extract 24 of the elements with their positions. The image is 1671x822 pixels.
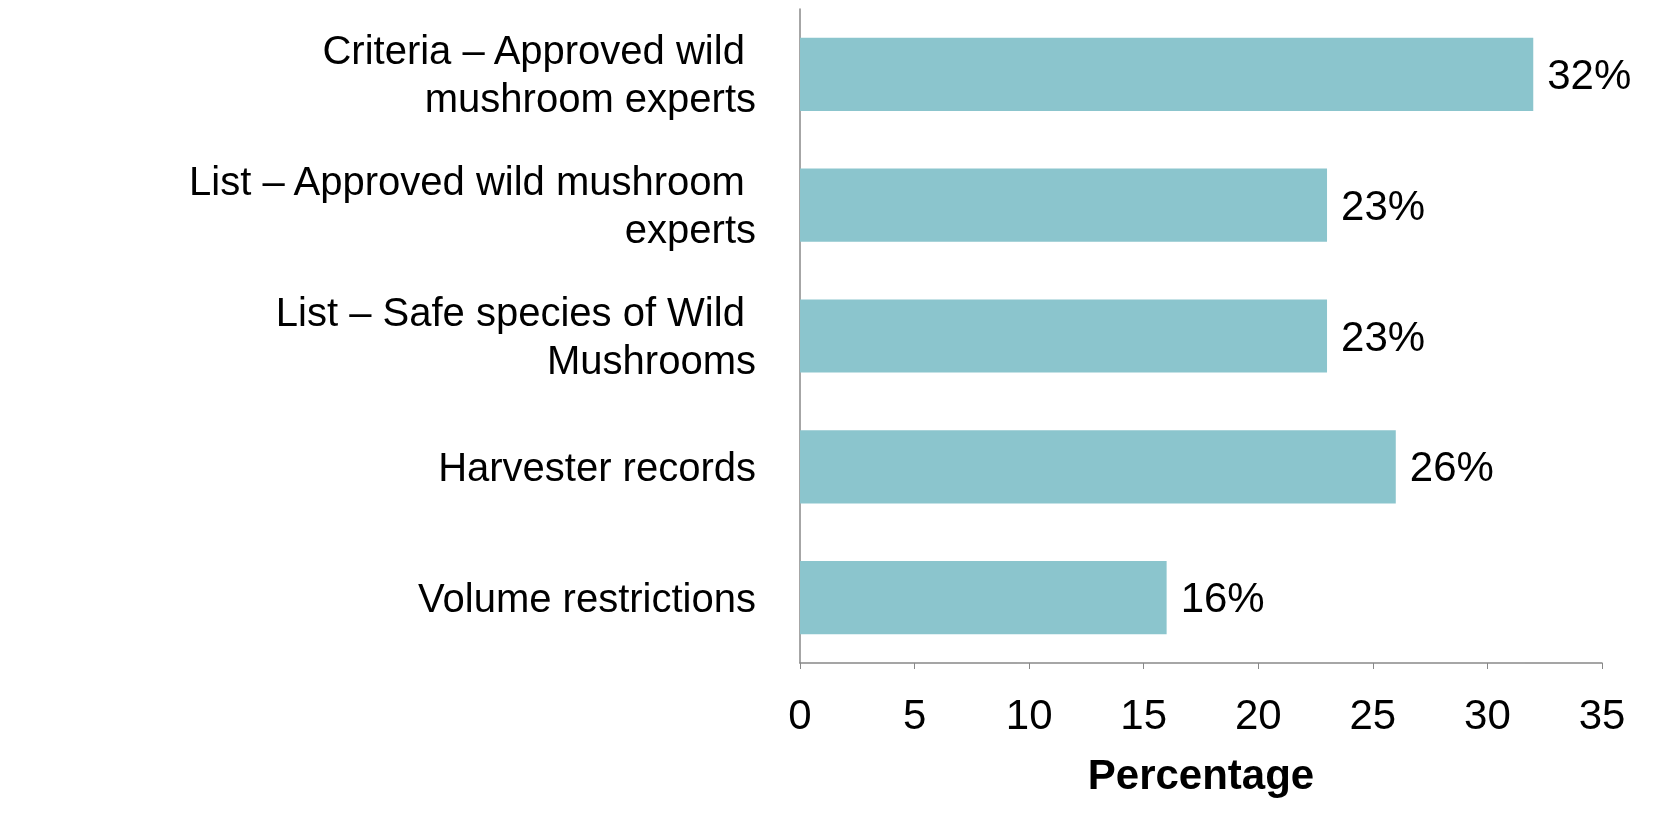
x-tick-label: 0 xyxy=(788,690,812,738)
data-label: 23% xyxy=(1341,312,1426,360)
data-label: 26% xyxy=(1409,443,1494,491)
data-label: 32% xyxy=(1547,50,1632,98)
bar xyxy=(800,299,1328,373)
data-label: 23% xyxy=(1341,181,1426,229)
y-tick-label: List – Approved wild mushroom experts xyxy=(189,159,756,252)
x-tick-label: 5 xyxy=(902,690,927,738)
bar xyxy=(800,560,1167,635)
y-tick-label: Volume restrictions xyxy=(418,575,756,620)
x-tick-label: 35 xyxy=(1578,690,1626,738)
x-axis-title: Percentage xyxy=(1087,750,1315,798)
x-tick-label: 10 xyxy=(1005,690,1053,738)
y-tick-label: Harvester records xyxy=(438,444,756,489)
y-tick-label: List – Safe species of Wild Mushrooms xyxy=(275,290,756,382)
bar xyxy=(800,430,1396,504)
x-tick-label: 20 xyxy=(1234,690,1282,738)
x-tick-label: 15 xyxy=(1120,690,1168,738)
y-tick-label: Criteria – Approved wild mushroom experts xyxy=(322,28,756,121)
bar xyxy=(800,168,1328,242)
x-tick-label: 25 xyxy=(1349,690,1397,738)
bar xyxy=(800,37,1534,112)
x-tick-label: 30 xyxy=(1464,690,1511,738)
data-label: 16% xyxy=(1180,574,1265,622)
